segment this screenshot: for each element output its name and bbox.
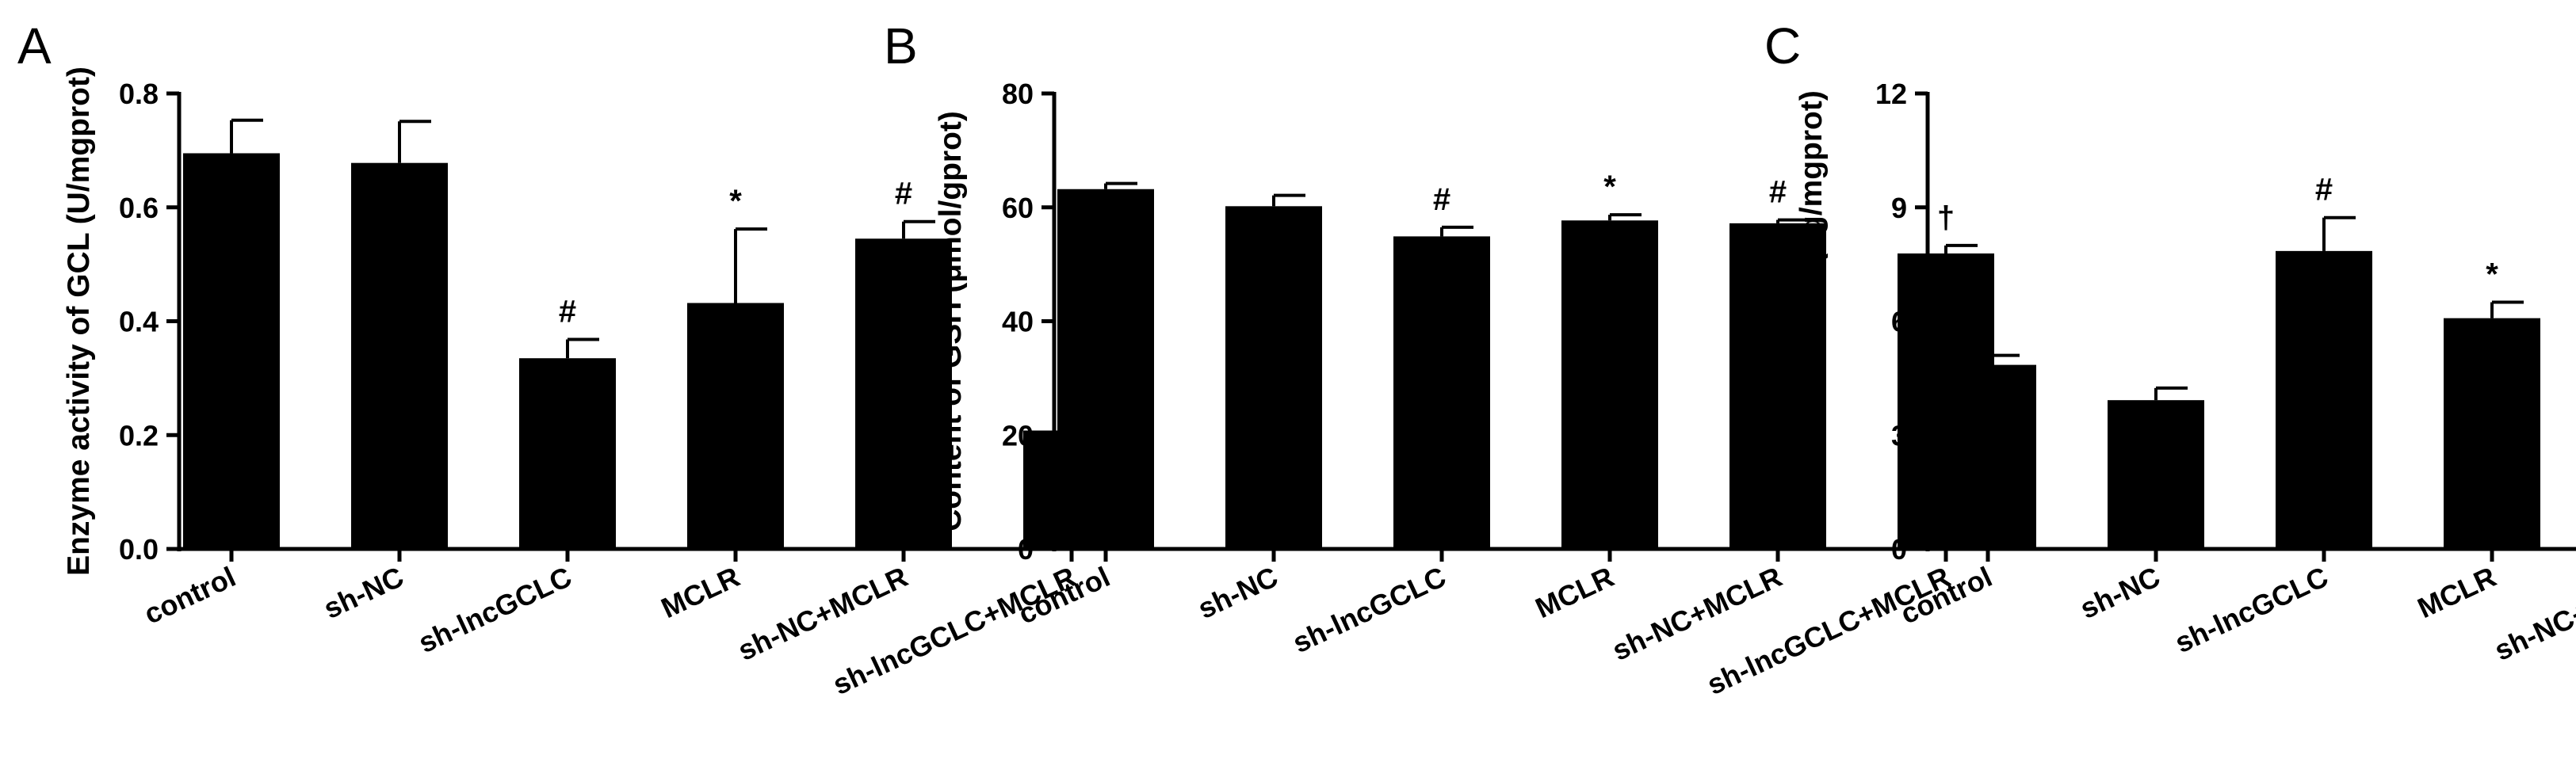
x-category-label-2: sh-NC <box>2075 560 2165 625</box>
significance-mark-3: # <box>1433 182 1450 217</box>
y-tick-label: 0 <box>1018 533 1034 566</box>
significance-mark-6: † <box>1937 200 1955 235</box>
bar-5 <box>1729 223 1826 549</box>
y-tick-label: 80 <box>1002 78 1034 110</box>
y-tick-label: 0 <box>1891 533 1907 566</box>
panel-letter: A <box>17 17 52 74</box>
significance-mark-5: # <box>1769 175 1787 210</box>
significance-mark-3: # <box>2315 173 2333 208</box>
y-axis-title: Content of 8-OHdG (ng/mgprot) <box>1794 90 1829 552</box>
significance-mark-5: # <box>895 177 912 212</box>
y-tick-label: 0.4 <box>119 306 159 338</box>
x-category-label-1: control <box>139 560 240 631</box>
y-tick-label: 60 <box>1002 192 1034 224</box>
y-tick-label: 40 <box>1002 306 1034 338</box>
x-category-label-2: sh-NC <box>319 560 408 625</box>
bar-3 <box>2276 250 2372 549</box>
y-tick-label: 0.0 <box>119 533 159 566</box>
bar-2 <box>1225 206 1322 549</box>
x-category-label-4: MCLR <box>656 560 745 624</box>
bar-1 <box>1057 189 1154 549</box>
bar-3 <box>519 358 616 549</box>
bar-5 <box>855 238 952 549</box>
y-tick-label: 0.8 <box>119 78 159 110</box>
x-category-label-4: MCLR <box>2413 560 2501 624</box>
x-category-label-1: control <box>1895 560 1997 631</box>
x-category-label-3: sh-lncGCLC <box>2170 560 2333 659</box>
x-category-label-2: sh-NC <box>1193 560 1282 625</box>
x-category-label-3: sh-lncGCLC <box>1288 560 1451 659</box>
panel-letter: C <box>1764 17 1801 74</box>
y-axis-title: Enzyme activity of GCL (U/mgprot) <box>62 67 96 576</box>
significance-mark-4: * <box>729 184 742 219</box>
bar-4 <box>2444 318 2540 549</box>
y-tick-label: 3 <box>1891 419 1907 452</box>
significance-mark-4: * <box>1603 170 1616 204</box>
y-tick-label: 0.6 <box>119 192 159 224</box>
y-tick-label: 6 <box>1891 306 1907 338</box>
y-tick-label: 20 <box>1002 419 1034 452</box>
bar-4 <box>687 303 784 549</box>
bar-1 <box>1940 364 2036 549</box>
y-axis-title: Content of GSH (μmol/gprot) <box>934 111 968 532</box>
y-tick-label: 0.2 <box>119 419 159 452</box>
bar-2 <box>351 162 448 549</box>
x-category-label-5: sh-NC+MCLR <box>2490 560 2576 667</box>
bar-2 <box>2108 400 2204 549</box>
y-tick-label: 9 <box>1891 192 1907 224</box>
significance-mark-4: * <box>2486 257 2498 292</box>
x-category-label-4: MCLR <box>1531 560 1619 624</box>
panel-letter: B <box>884 17 918 74</box>
bar-1 <box>183 153 280 549</box>
bar-3 <box>1393 236 1490 549</box>
significance-mark-3: # <box>559 295 576 330</box>
bar-4 <box>1561 220 1658 549</box>
y-tick-label: 12 <box>1875 78 1907 110</box>
x-category-label-3: sh-lncGCLC <box>414 560 577 659</box>
chart-panel-a: A Enzyme activity of GCL (U/mgprot) 0.0 0.2… <box>17 17 1142 701</box>
